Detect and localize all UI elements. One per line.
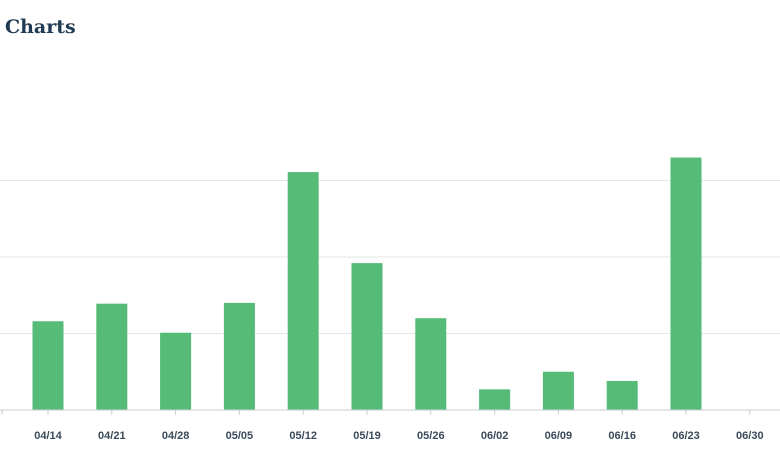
x-tick-label: 05/05: [226, 430, 254, 442]
x-tick-label: 05/26: [417, 430, 445, 442]
x-tick-label: 04/28: [162, 430, 190, 442]
bar-04-14[interactable]: [32, 321, 64, 410]
x-tick-label: 06/23: [672, 430, 700, 442]
x-tick-label: 05/19: [353, 430, 381, 442]
page-title: Charts: [5, 16, 76, 38]
bar-05-26[interactable]: [415, 318, 447, 410]
x-tick-label: 05/12: [289, 430, 317, 442]
x-tick-label: 06/30: [736, 430, 764, 442]
bar-05-12[interactable]: [287, 172, 319, 410]
bar-06-09[interactable]: [542, 371, 574, 410]
x-tick-label: 06/02: [481, 430, 509, 442]
x-tick-label: 06/16: [608, 430, 636, 442]
grid-lines: [0, 180, 780, 334]
x-tick-label: 04/21: [98, 430, 126, 442]
bar-06-23[interactable]: [670, 157, 702, 410]
bar-06-16[interactable]: [606, 380, 638, 410]
x-tick-label: 04/14: [34, 430, 62, 442]
bar-05-19[interactable]: [351, 263, 383, 410]
bar-04-21[interactable]: [96, 303, 128, 410]
x-tick-label: 06/09: [545, 430, 573, 442]
bar-05-05[interactable]: [223, 302, 255, 410]
bar-04-28[interactable]: [160, 332, 192, 410]
bar-06-02[interactable]: [479, 389, 511, 410]
bars: [32, 157, 702, 410]
x-axis: 04/14 04/21 04/28 05/05 05/12 05/19 05/26 06/02…: [0, 409, 780, 442]
